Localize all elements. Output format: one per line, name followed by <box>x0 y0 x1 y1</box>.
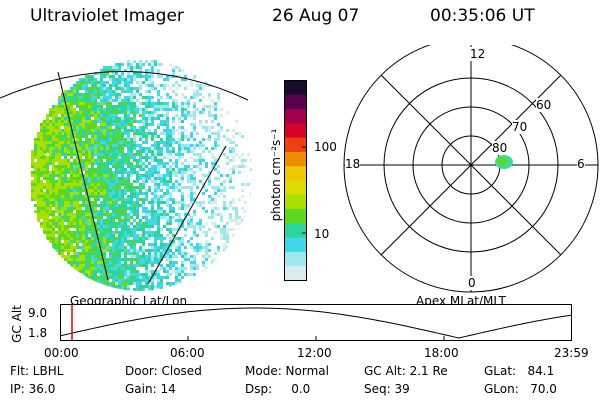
door-status: Door: Closed <box>125 364 202 378</box>
mode-status: Mode: Normal <box>245 364 329 378</box>
timeline-xtick-1200: 12:00 <box>297 346 332 360</box>
mlt-label-18: 18 <box>345 157 361 171</box>
timeline-xtick-0600: 06:00 <box>170 346 205 360</box>
colorbar-tick-10: 10 <box>314 227 330 241</box>
timeline-xtick-2359: 23:59 <box>554 346 589 360</box>
timeline-xtick-0000: 00:00 <box>44 346 79 360</box>
observation-time: 00:35:06 UT <box>430 6 535 26</box>
lat-label-80: 80 <box>492 141 508 155</box>
polar-plot <box>343 45 599 293</box>
colorbar-tick-100: 100 <box>314 140 337 154</box>
aurora-pixels <box>31 60 252 291</box>
observation-date: 26 Aug 07 <box>272 6 360 26</box>
timeline-ylabel: GC Alt <box>10 305 24 343</box>
horizon-arc <box>0 71 249 101</box>
filter-status: Flt: LBHL <box>10 364 64 378</box>
gc-alt-status: GC Alt: 2.1 Re <box>364 364 448 378</box>
meridian-line-right <box>147 145 227 285</box>
lat-label-70: 70 <box>512 120 528 134</box>
colorbar <box>284 80 307 281</box>
mlt-label-12: 12 <box>470 47 486 61</box>
mlt-label-0: 0 <box>468 276 476 290</box>
geographic-image <box>0 60 252 291</box>
timeline-xtick-1800: 18:00 <box>424 346 459 360</box>
lat-label-60: 60 <box>536 98 552 112</box>
meridian-line-left <box>57 71 109 281</box>
glon-status: GLon: 70.0 <box>484 382 557 396</box>
ip-status: IP: 36.0 <box>10 382 56 396</box>
colorbar-unit-label: photon cm⁻²s⁻¹ <box>269 128 283 222</box>
timeline-ytick-min: 1.8 <box>28 326 48 340</box>
instrument-title: Ultraviolet Imager <box>30 6 184 26</box>
altitude-curve <box>60 307 572 339</box>
altitude-timeline <box>60 304 572 341</box>
gain-status: Gain: 14 <box>125 382 176 396</box>
dsp-status: Dsp: 0.0 <box>245 382 311 396</box>
aurora-spot <box>495 155 513 169</box>
glat-status: GLat: 84.1 <box>484 364 555 378</box>
seq-status: Seq: 39 <box>364 382 410 396</box>
timeline-ytick-max: 9.0 <box>28 306 48 320</box>
mlt-label-6: 6 <box>577 157 585 171</box>
